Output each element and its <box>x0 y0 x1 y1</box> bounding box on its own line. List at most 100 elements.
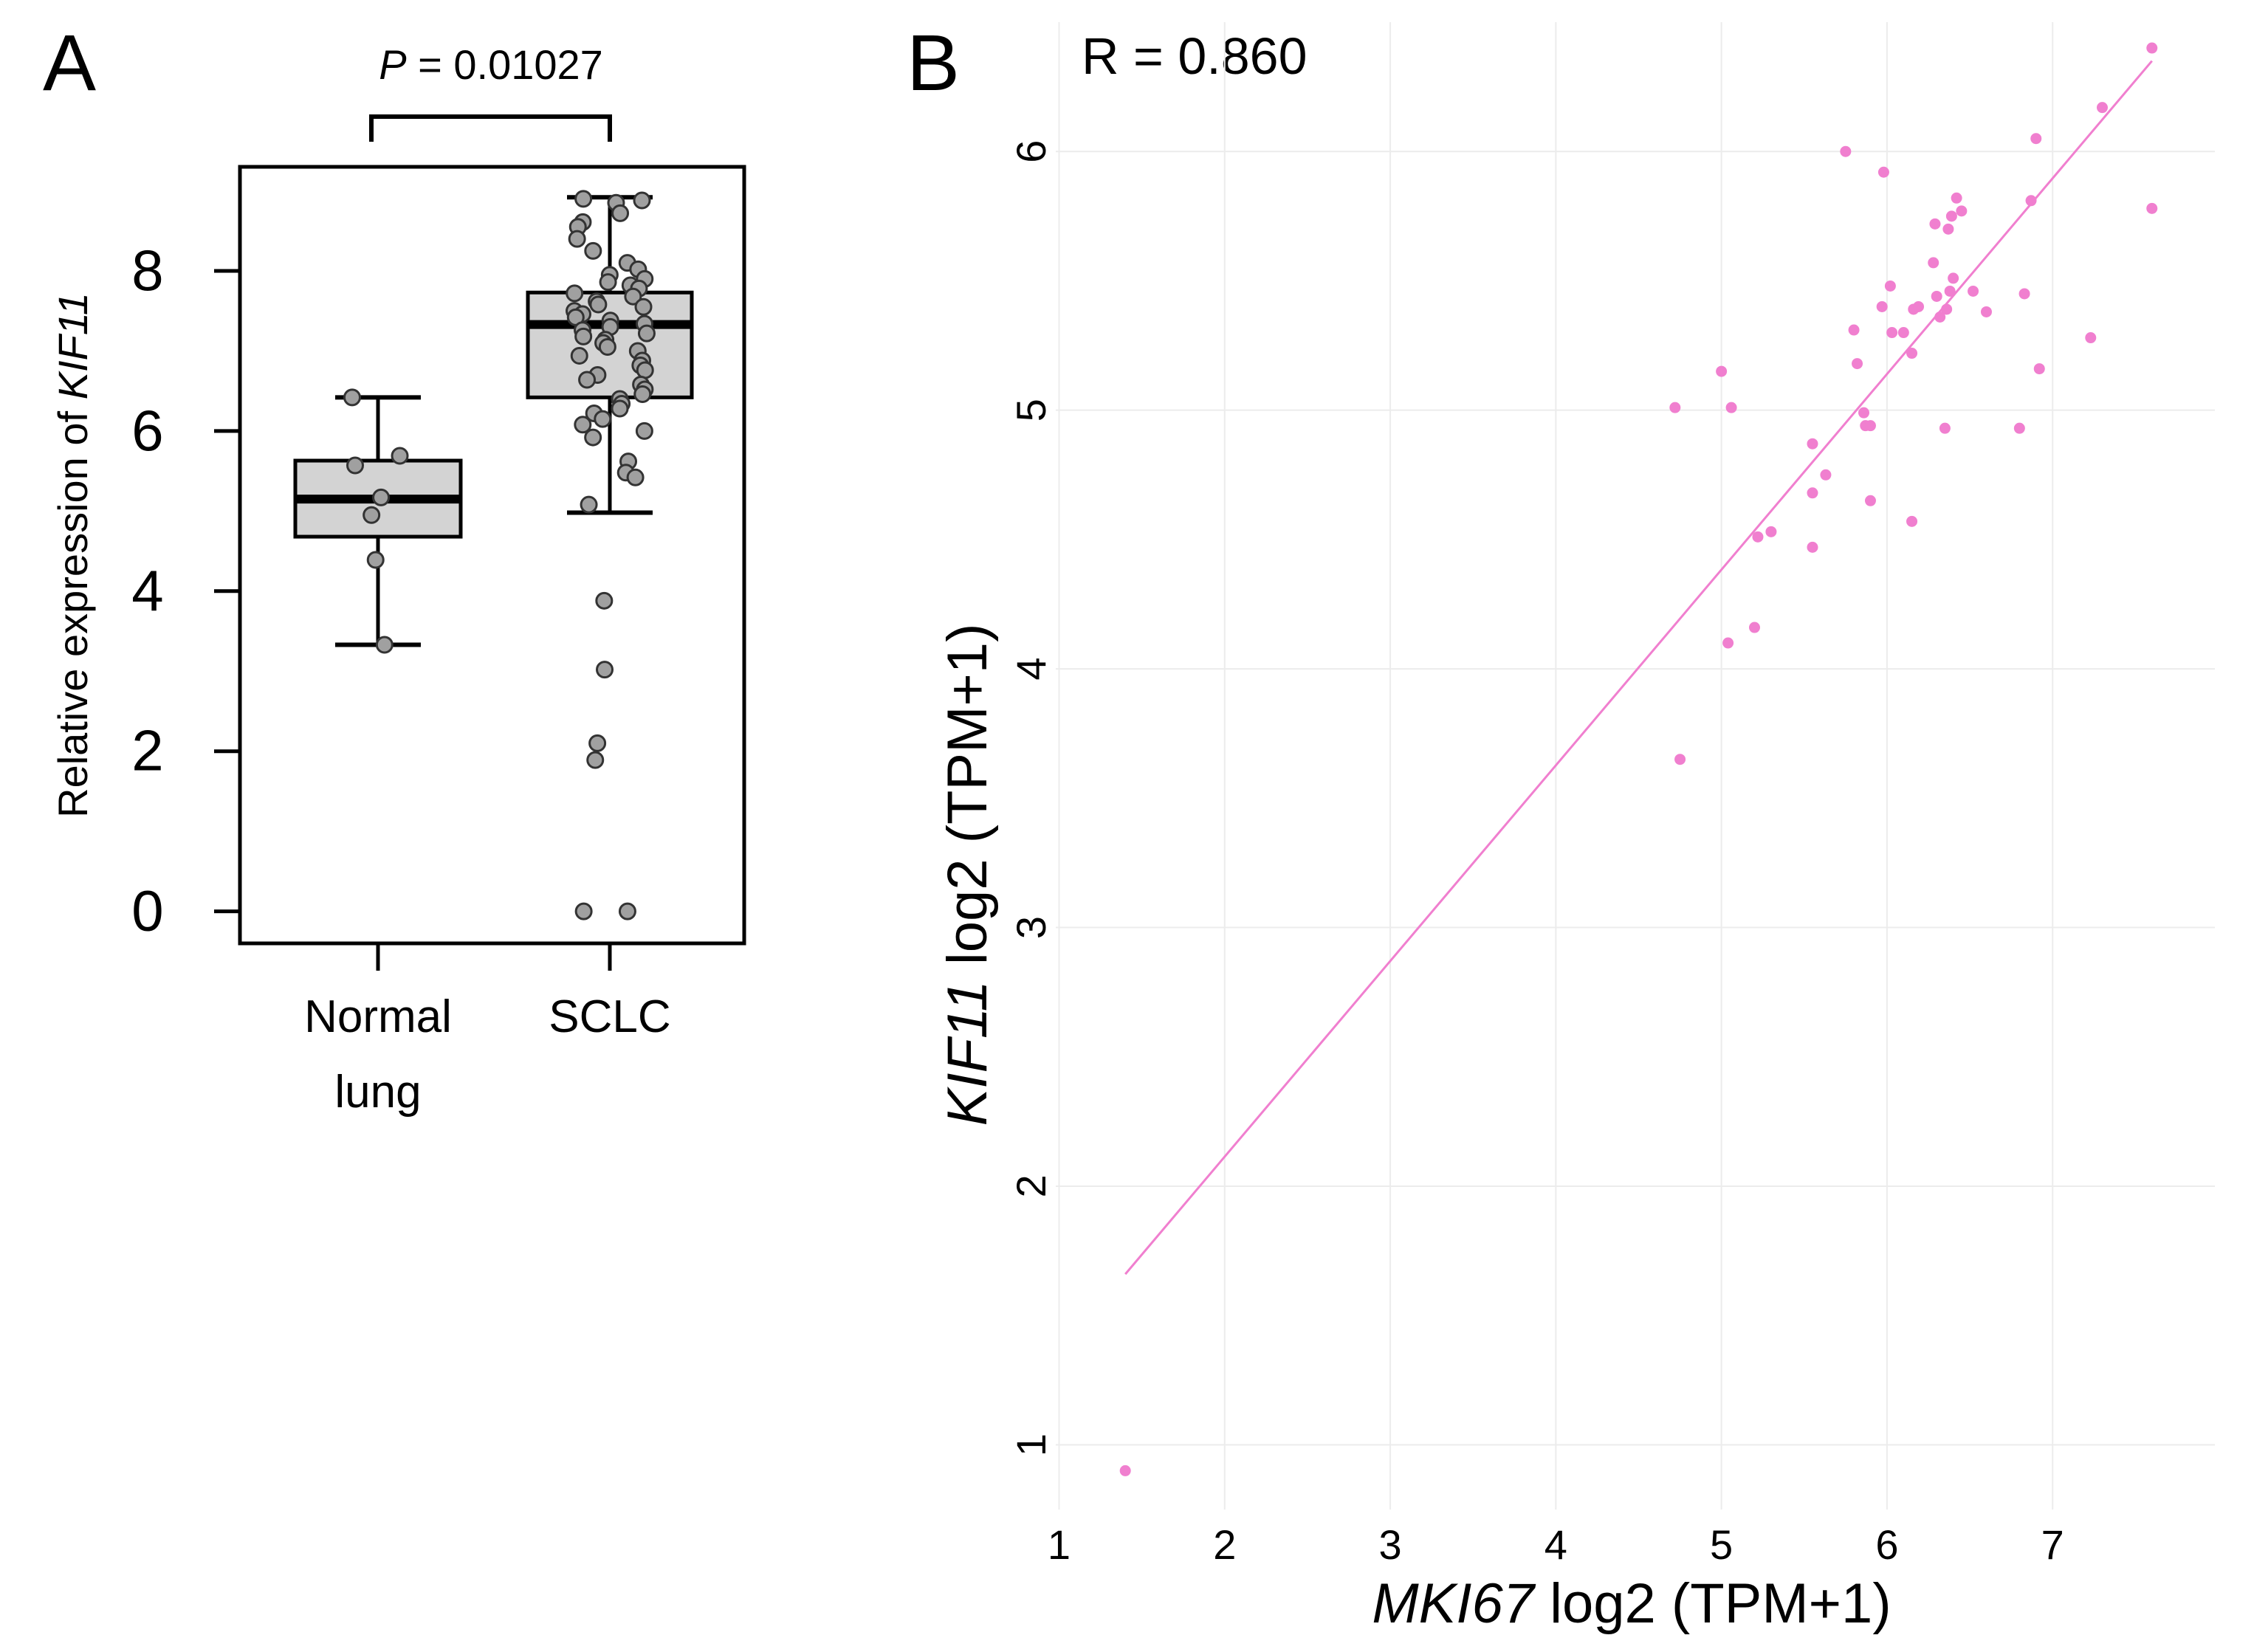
p-value-label: P = 0.01027 <box>379 41 603 88</box>
plot-b-x-tick-label: 2 <box>1213 1521 1236 1568</box>
plot-b-grid <box>1056 22 2215 1510</box>
plot-a-y-tick-label: 8 <box>131 238 163 303</box>
data-point <box>578 371 597 389</box>
scatter-point <box>1897 327 1909 339</box>
data-point <box>611 204 630 222</box>
scatter-point <box>1722 637 1734 649</box>
correlation-label: R = 0.860 <box>1082 27 1308 85</box>
scatter-point <box>1948 272 1959 284</box>
plot-b-x-label-text: log2 (TPM+1) <box>1534 1572 1891 1635</box>
scatter-point <box>1840 145 1852 157</box>
scatter-point <box>2085 332 2097 344</box>
scatter-point <box>1941 303 1953 315</box>
scatter-point <box>1669 402 1681 413</box>
scatter-point <box>1934 311 1946 323</box>
scatter-point <box>1807 541 1818 553</box>
significance-bracket <box>369 114 612 142</box>
data-point <box>574 416 592 434</box>
scatter-point <box>1944 285 1956 297</box>
plot-b-y-tick-label: 2 <box>1008 1174 1054 1197</box>
plot-b-y-tick-label: 6 <box>1008 140 1054 163</box>
scatter-point <box>1852 358 1863 370</box>
scatter-point <box>1858 407 1870 419</box>
scatter-point <box>1820 469 1832 481</box>
plot-b-y-label-text: log2 (TPM+1) <box>936 624 999 981</box>
plot-a-x-axis: Normal lung SCLC <box>304 943 671 1118</box>
scatter-point <box>1807 438 1818 450</box>
scatter-point <box>1748 622 1760 633</box>
scatter-point <box>1877 166 1889 178</box>
data-point <box>391 447 409 465</box>
data-point <box>566 284 584 303</box>
scatter-point <box>2096 102 2108 114</box>
data-point <box>635 421 653 440</box>
data-point <box>574 902 593 920</box>
plot-a-x-tick-label-line: Normal <box>304 991 452 1042</box>
panel-b-letter: B <box>907 18 960 107</box>
plot-a-y-label-gene: KIF11 <box>49 292 96 399</box>
scatter-point <box>1725 402 1737 413</box>
scatter-point <box>1716 365 1728 377</box>
scatter-point <box>1864 420 1876 432</box>
data-point <box>624 287 642 306</box>
scatter-point <box>1884 280 1896 292</box>
scatter-point <box>2030 133 2042 145</box>
plot-a-y-tick-label: 6 <box>131 398 163 463</box>
scatter-point <box>2025 195 2037 207</box>
data-point <box>366 551 385 569</box>
data-point <box>584 428 602 447</box>
regression-line <box>1124 60 2153 1276</box>
scatter-point <box>1886 327 1898 339</box>
data-point <box>611 399 629 418</box>
scatter-point <box>2146 202 2158 214</box>
scatter-point <box>1119 1465 1131 1476</box>
plot-a-y-tick-label: 2 <box>131 718 163 783</box>
data-point <box>633 191 651 210</box>
data-point <box>633 385 652 404</box>
plot-b-y-label-gene: KIF11 <box>936 980 999 1126</box>
plot-b-x-tick-label: 1 <box>1048 1521 1071 1568</box>
plot-b-x-tick-label: 3 <box>1378 1521 1401 1568</box>
scatter-point <box>1807 487 1818 499</box>
scatter-point <box>1929 218 1941 230</box>
scatter-point <box>1980 306 1992 317</box>
data-point <box>580 495 598 514</box>
plot-a-x-tick-label-line: SCLC <box>549 991 670 1042</box>
data-point <box>594 410 612 428</box>
p-value-text: = 0.01027 <box>407 41 603 88</box>
plot-a-y-tick-label: 0 <box>131 878 163 943</box>
data-point <box>588 734 607 752</box>
data-point <box>636 361 654 379</box>
plot-b-y-tick-label: 3 <box>1008 916 1054 939</box>
data-point <box>574 190 593 208</box>
plot-b-x-tick-label: 5 <box>1710 1521 1733 1568</box>
data-point <box>346 456 365 475</box>
data-point <box>568 230 586 248</box>
data-point <box>634 297 653 316</box>
scatter-point <box>1945 210 1957 222</box>
p-value-italic: P <box>379 41 406 88</box>
data-point <box>626 468 645 486</box>
scatter-point <box>1931 290 1942 302</box>
data-point <box>584 241 602 260</box>
plot-b-points <box>1119 42 2158 1476</box>
plot-b-y-tick-label: 5 <box>1008 399 1054 421</box>
scatter-point <box>1906 515 1918 527</box>
data-point <box>372 488 391 506</box>
scatter-point <box>2146 42 2158 54</box>
scatter-point <box>1848 324 1860 336</box>
data-point <box>574 327 593 345</box>
scatter-point <box>1956 205 1968 217</box>
plot-a-y-axis: 0 2 4 6 8 <box>131 238 240 943</box>
plot-b-axes: 1 2 3 4 5 6 7 1 2 3 4 5 6 <box>1008 140 2064 1568</box>
scatter-point <box>1765 526 1777 537</box>
data-point <box>363 506 381 524</box>
scatter-point <box>1968 285 1979 297</box>
panel-b: B R = 0.860 1 2 3 4 5 6 7 1 2 3 4 5 6 MKI67 log2 (TP… <box>907 18 2215 1635</box>
plot-b-y-tick-label: 4 <box>1008 658 1054 681</box>
plot-b-x-tick-label: 6 <box>1875 1521 1898 1568</box>
plot-b-x-tick-label: 7 <box>2041 1521 2064 1568</box>
plot-a-boxes <box>293 190 694 920</box>
data-point <box>343 388 361 407</box>
